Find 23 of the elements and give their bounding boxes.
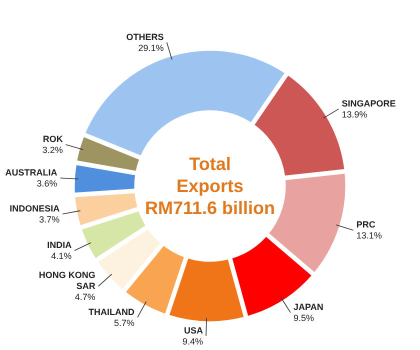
slice-label: USA xyxy=(184,325,204,336)
data-label: 13.1% xyxy=(356,230,382,241)
slice-label: SINGAPORE xyxy=(342,98,396,108)
data-label: 29.1% xyxy=(138,42,164,53)
data-label: 9.4% xyxy=(182,336,204,346)
slice-label: JAPAN xyxy=(294,302,324,312)
slice-label: OTHERS xyxy=(126,32,164,42)
slice-label: INDONESIA xyxy=(10,204,60,214)
data-label: 3.6% xyxy=(36,178,58,189)
data-label: 3.2% xyxy=(42,145,63,156)
text: Total Exports RM711.6 billion xyxy=(144,154,276,218)
data-label: 9.5% xyxy=(294,313,314,324)
slice-label: ROK xyxy=(42,134,64,144)
data-label: 3.7% xyxy=(39,214,60,225)
data-label: 5.7% xyxy=(114,318,135,328)
data-label: 13.9% xyxy=(342,109,368,120)
slice-label: HONG KONG SAR xyxy=(38,270,96,292)
data-label: 4.7% xyxy=(74,292,96,302)
data-label: 4.1% xyxy=(51,251,72,262)
slice-label: AUSTRALIA xyxy=(5,168,58,178)
slice-label: PRC xyxy=(356,220,376,230)
slice-label: THAILAND xyxy=(88,306,136,317)
slice-label: INDIA xyxy=(47,240,72,250)
